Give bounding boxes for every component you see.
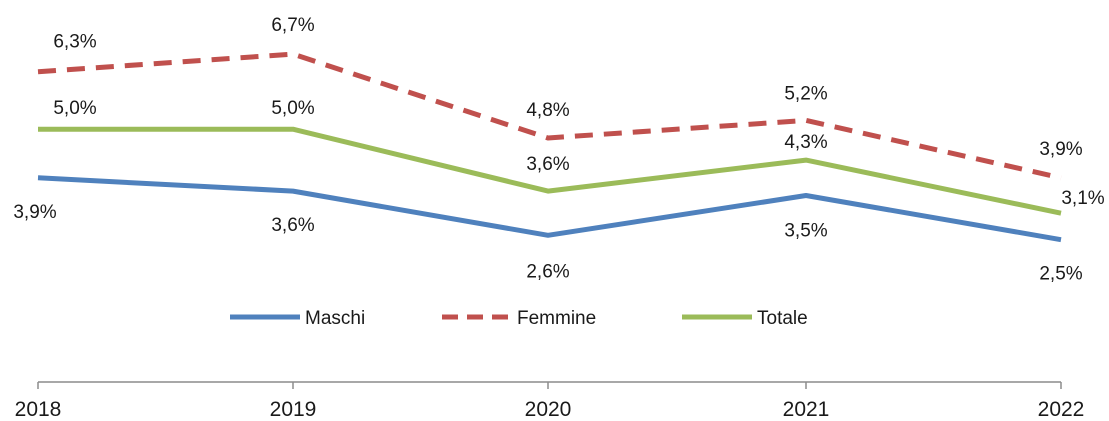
series-line-totale <box>38 126 1062 216</box>
data-label-femmine: 6,3% <box>53 32 96 53</box>
data-label-femmine: 5,2% <box>784 83 827 104</box>
data-label-maschi: 3,5% <box>784 221 827 242</box>
data-label-totale: 3,6% <box>526 154 569 175</box>
series-line-maschi <box>37 175 1062 243</box>
x-tick-label: 2019 <box>270 398 317 421</box>
data-label-femmine: 3,9% <box>1039 139 1082 160</box>
x-tick-label: 2021 <box>783 398 830 421</box>
data-label-totale: 3,1% <box>1061 188 1104 209</box>
data-labels: 3,9% 3,6% 2,6% 3,5% 2,5% 6,3% 6,7% 4,8% 5,2% 3,9%… <box>13 15 1104 285</box>
series-line-femmine <box>37 51 1062 181</box>
data-label-totale: 5,0% <box>53 98 96 119</box>
x-axis: 2018 2019 2020 2021 2022 <box>15 381 1085 421</box>
data-label-totale: 5,0% <box>271 98 314 119</box>
data-label-maschi: 3,6% <box>271 215 314 236</box>
series-lines <box>37 51 1062 243</box>
legend-label-maschi: Maschi <box>305 308 365 329</box>
data-label-maschi: 3,9% <box>13 202 56 223</box>
legend-label-femmine: Femmine <box>517 308 596 329</box>
x-tick-label: 2020 <box>525 398 572 421</box>
legend: Maschi Femmine Totale <box>230 308 808 329</box>
data-label-totale: 4,3% <box>784 132 827 153</box>
x-tick-label: 2018 <box>15 398 62 421</box>
data-label-maschi: 2,5% <box>1039 264 1082 285</box>
data-label-femmine: 6,7% <box>271 15 314 36</box>
data-label-femmine: 4,8% <box>526 100 569 121</box>
data-label-maschi: 2,6% <box>526 261 569 282</box>
x-tick-label: 2022 <box>1038 398 1085 421</box>
legend-label-totale: Totale <box>757 308 808 329</box>
